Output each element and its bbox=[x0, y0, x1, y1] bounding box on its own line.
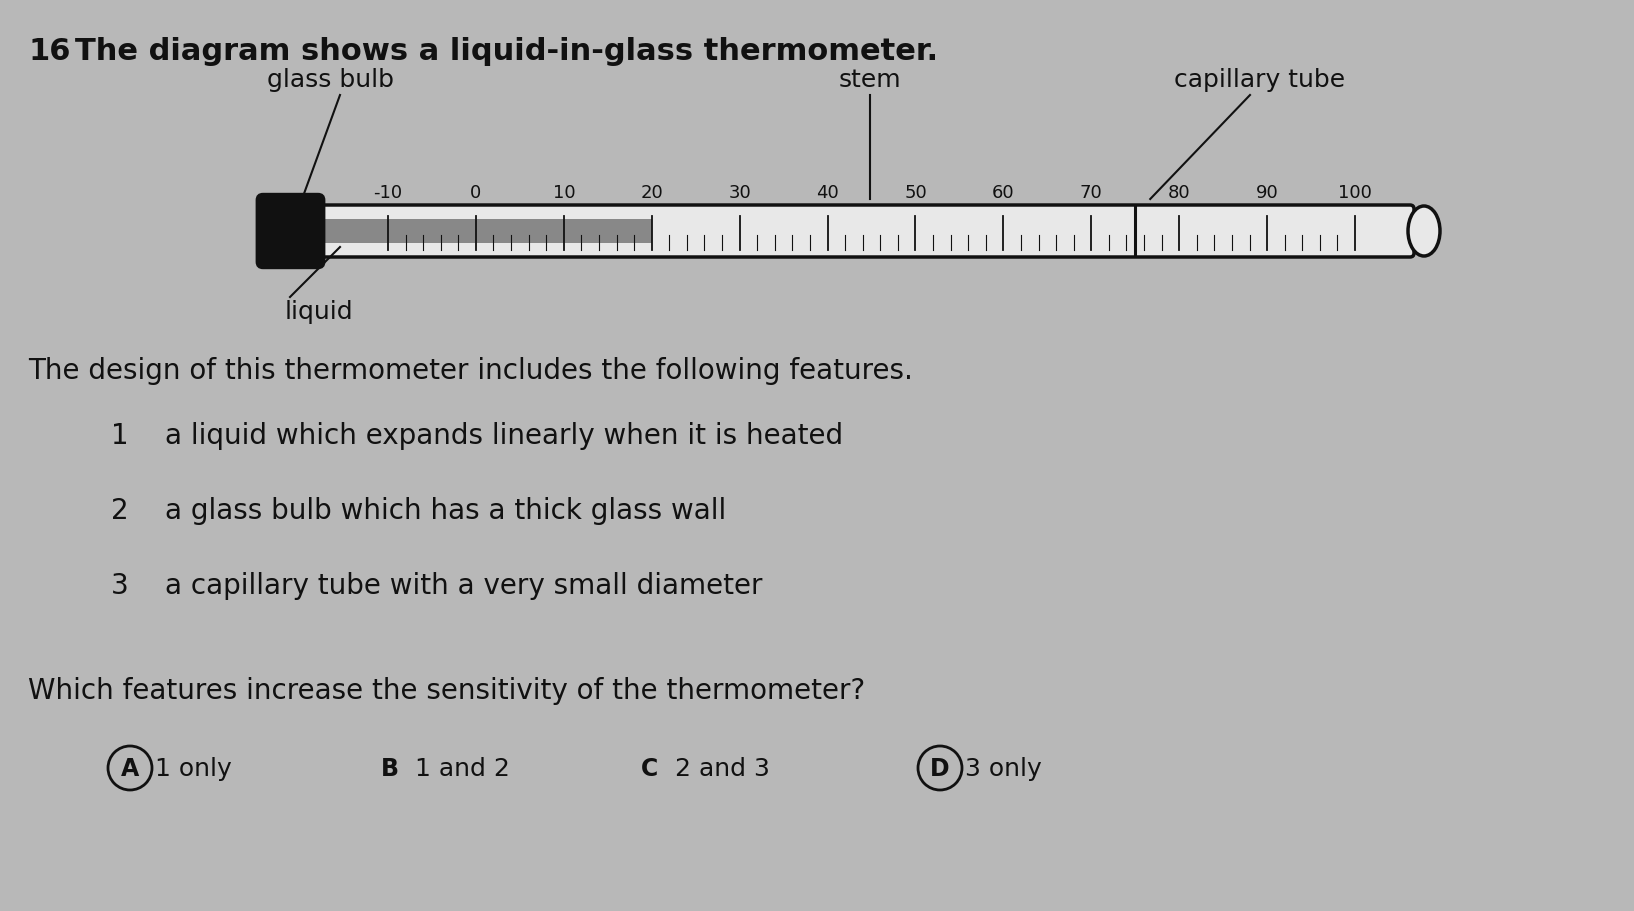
Text: 2 and 3: 2 and 3 bbox=[675, 756, 770, 780]
Text: stem: stem bbox=[838, 68, 902, 92]
Text: 3: 3 bbox=[111, 571, 129, 599]
Text: 70: 70 bbox=[1080, 184, 1103, 201]
Text: 1 only: 1 only bbox=[155, 756, 232, 780]
Text: -10: -10 bbox=[374, 184, 402, 201]
Text: glass bulb: glass bulb bbox=[266, 68, 394, 92]
Text: 60: 60 bbox=[992, 184, 1015, 201]
Text: a capillary tube with a very small diameter: a capillary tube with a very small diame… bbox=[165, 571, 763, 599]
Text: 50: 50 bbox=[904, 184, 926, 201]
Ellipse shape bbox=[1409, 207, 1440, 257]
Text: 40: 40 bbox=[815, 184, 838, 201]
Text: 1 and 2: 1 and 2 bbox=[415, 756, 510, 780]
Text: 2: 2 bbox=[111, 496, 129, 525]
Text: 100: 100 bbox=[1338, 184, 1373, 201]
Text: 20: 20 bbox=[641, 184, 663, 201]
Text: D: D bbox=[930, 756, 949, 780]
Text: a glass bulb which has a thick glass wall: a glass bulb which has a thick glass wal… bbox=[165, 496, 725, 525]
Text: 80: 80 bbox=[1168, 184, 1191, 201]
Text: The design of this thermometer includes the following features.: The design of this thermometer includes … bbox=[28, 356, 913, 384]
Text: The diagram shows a liquid-in-glass thermometer.: The diagram shows a liquid-in-glass ther… bbox=[75, 37, 938, 66]
Text: capillary tube: capillary tube bbox=[1175, 68, 1345, 92]
Text: 16: 16 bbox=[28, 37, 70, 66]
Text: 3 only: 3 only bbox=[966, 756, 1042, 780]
Text: liquid: liquid bbox=[284, 300, 353, 323]
Text: 30: 30 bbox=[729, 184, 752, 201]
Text: a liquid which expands linearly when it is heated: a liquid which expands linearly when it … bbox=[165, 422, 843, 449]
Text: 10: 10 bbox=[552, 184, 575, 201]
Text: B: B bbox=[381, 756, 399, 780]
Text: A: A bbox=[121, 756, 139, 780]
Text: Which features increase the sensitivity of the thermometer?: Which features increase the sensitivity … bbox=[28, 676, 866, 704]
Text: 1: 1 bbox=[111, 422, 129, 449]
Bar bbox=[314, 220, 652, 244]
Text: 90: 90 bbox=[1255, 184, 1278, 201]
Text: C: C bbox=[642, 756, 659, 780]
FancyBboxPatch shape bbox=[257, 195, 324, 269]
Text: 0: 0 bbox=[471, 184, 482, 201]
FancyBboxPatch shape bbox=[306, 206, 1413, 258]
